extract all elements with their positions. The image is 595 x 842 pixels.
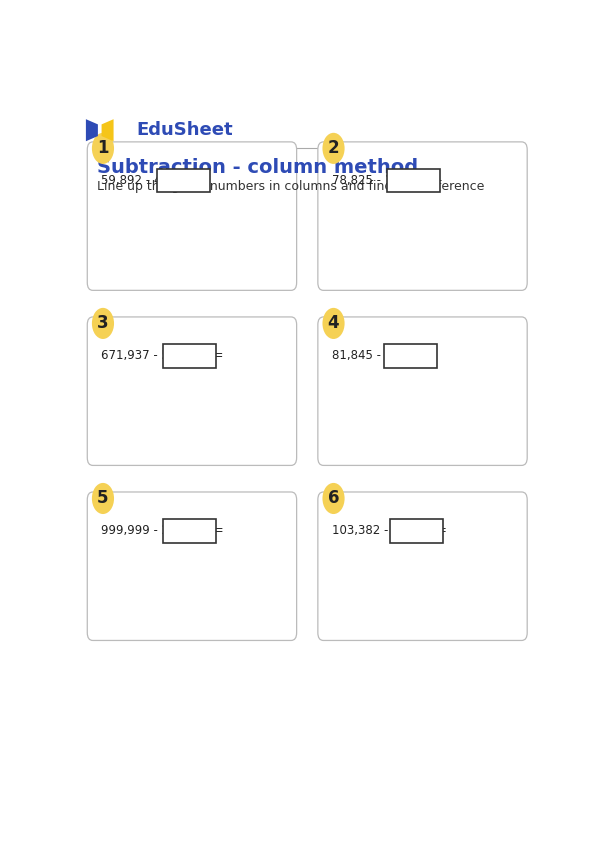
Text: 2: 2 bbox=[328, 140, 339, 157]
Bar bbox=[163, 344, 216, 367]
Polygon shape bbox=[102, 120, 114, 141]
Text: 4: 4 bbox=[328, 314, 339, 333]
Text: 999,999 - 289,370 =: 999,999 - 289,370 = bbox=[101, 525, 224, 537]
Bar bbox=[387, 169, 440, 193]
FancyBboxPatch shape bbox=[318, 317, 527, 466]
FancyBboxPatch shape bbox=[318, 492, 527, 641]
Circle shape bbox=[322, 483, 345, 514]
Text: 671,937 - 512,385 =: 671,937 - 512,385 = bbox=[101, 349, 224, 362]
Text: 59,892 - 44,821 =: 59,892 - 44,821 = bbox=[101, 174, 209, 187]
Circle shape bbox=[322, 308, 345, 339]
FancyBboxPatch shape bbox=[318, 142, 527, 290]
Bar bbox=[163, 520, 216, 542]
Polygon shape bbox=[86, 120, 98, 141]
Circle shape bbox=[92, 308, 114, 339]
Circle shape bbox=[92, 133, 114, 164]
Text: 81,845 - 5,362 =: 81,845 - 5,362 = bbox=[331, 349, 431, 362]
Text: Subtraction - column method: Subtraction - column method bbox=[98, 157, 418, 177]
Text: EduSheet: EduSheet bbox=[137, 121, 233, 139]
FancyBboxPatch shape bbox=[87, 317, 297, 466]
Bar bbox=[390, 520, 443, 542]
Text: 78,825 - 12,504 =: 78,825 - 12,504 = bbox=[331, 174, 439, 187]
Bar bbox=[156, 169, 210, 193]
Text: Line up the given numbers in columns and find the difference: Line up the given numbers in columns and… bbox=[98, 180, 485, 193]
Text: 3: 3 bbox=[97, 314, 109, 333]
FancyBboxPatch shape bbox=[87, 142, 297, 290]
Text: 5: 5 bbox=[97, 489, 109, 508]
Circle shape bbox=[92, 483, 114, 514]
Text: 103,382 - 99,372 =: 103,382 - 99,372 = bbox=[331, 525, 447, 537]
Text: 6: 6 bbox=[328, 489, 339, 508]
FancyBboxPatch shape bbox=[87, 492, 297, 641]
Circle shape bbox=[322, 133, 345, 164]
Text: 1: 1 bbox=[97, 140, 109, 157]
Bar bbox=[384, 344, 437, 367]
